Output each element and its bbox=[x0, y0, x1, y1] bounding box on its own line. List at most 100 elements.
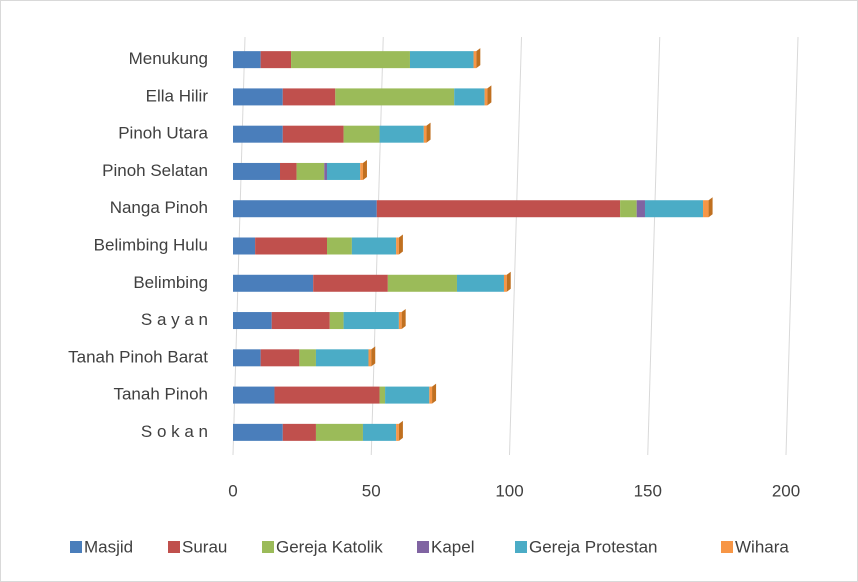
bar-segment bbox=[343, 312, 399, 330]
grid-line bbox=[509, 36, 522, 456]
bar-segment bbox=[271, 312, 330, 330]
bar-segment bbox=[385, 386, 430, 404]
bar-segment bbox=[327, 162, 361, 180]
y-tick-label: Belimbing bbox=[133, 273, 208, 292]
bar-segment bbox=[360, 162, 363, 180]
bar-segment bbox=[379, 386, 386, 404]
bar-depth bbox=[708, 197, 713, 218]
bar-segment bbox=[233, 200, 377, 218]
bar-segment bbox=[274, 386, 380, 404]
legend-swatch bbox=[417, 541, 429, 553]
bar-depth bbox=[398, 234, 403, 255]
y-tick-label: Tanah Pinoh Barat bbox=[68, 347, 208, 366]
y-tick-label: Menukung bbox=[129, 49, 208, 68]
bar-segment bbox=[233, 349, 261, 367]
bar-segment bbox=[484, 88, 488, 106]
bar-segment bbox=[280, 162, 297, 180]
bar-segment bbox=[396, 423, 399, 441]
bar-depth bbox=[506, 271, 511, 292]
legend-label: Gereja Protestan bbox=[529, 537, 658, 556]
y-tick-label: S a y a n bbox=[141, 310, 208, 329]
bar-segment bbox=[351, 237, 397, 255]
bar-segment bbox=[335, 88, 455, 106]
y-tick-label: Pinoh Utara bbox=[118, 124, 208, 143]
legend-swatch bbox=[168, 541, 180, 553]
bar-segment bbox=[473, 51, 477, 69]
bar-segment bbox=[282, 423, 316, 441]
x-tick-label: 50 bbox=[362, 481, 381, 500]
bar-segment bbox=[396, 237, 399, 255]
bar-segment bbox=[233, 51, 261, 69]
bar-depth bbox=[426, 122, 431, 143]
bar-segment bbox=[379, 125, 424, 143]
bar-segment bbox=[233, 274, 314, 292]
x-tick-label: 150 bbox=[634, 481, 662, 500]
bar-segment bbox=[327, 237, 352, 255]
bar-segment bbox=[233, 125, 283, 143]
bar-segment bbox=[503, 274, 507, 292]
bar-segment bbox=[429, 386, 433, 404]
legend-label: Surau bbox=[182, 537, 227, 556]
bar-segment bbox=[260, 51, 292, 69]
legend-swatch bbox=[262, 541, 274, 553]
bar-segment bbox=[620, 200, 637, 218]
x-tick-label: 100 bbox=[495, 481, 523, 500]
y-tick-label: Nanga Pinoh bbox=[110, 198, 208, 217]
bar-segment bbox=[703, 200, 709, 218]
bar-segment bbox=[233, 237, 256, 255]
bar-segment bbox=[409, 51, 474, 69]
grid-line bbox=[647, 36, 661, 456]
bar-segment bbox=[636, 200, 645, 218]
bar-segment bbox=[233, 312, 272, 330]
bar-segment bbox=[255, 237, 328, 255]
bar-segment bbox=[233, 423, 283, 441]
bar-segment bbox=[260, 349, 300, 367]
bar-segment bbox=[362, 423, 397, 441]
bar-segment bbox=[454, 88, 485, 106]
bar-segment bbox=[324, 162, 328, 180]
bar-segment bbox=[313, 274, 388, 292]
bar-segment bbox=[368, 349, 372, 367]
bar-depth bbox=[432, 383, 437, 404]
legend-swatch bbox=[515, 541, 527, 553]
bar-segment bbox=[376, 200, 621, 218]
bar-segment bbox=[423, 125, 427, 143]
bar-segment bbox=[456, 274, 504, 292]
bar-segment bbox=[296, 162, 325, 180]
bar-segment bbox=[282, 88, 336, 106]
y-tick-label: Belimbing Hulu bbox=[94, 235, 208, 254]
y-tick-label: S o k a n bbox=[141, 422, 208, 441]
bar-segment bbox=[282, 125, 344, 143]
bar-depth bbox=[476, 48, 481, 69]
bar-segment bbox=[315, 423, 363, 441]
bar-segment bbox=[299, 349, 316, 367]
bar-segment bbox=[315, 349, 369, 367]
y-tick-label: Tanah Pinoh bbox=[113, 385, 208, 404]
x-tick-label: 200 bbox=[772, 481, 800, 500]
y-tick-label: Pinoh Selatan bbox=[102, 161, 208, 180]
bar-segment bbox=[233, 386, 275, 404]
legend-label: Gereja Katolik bbox=[276, 537, 383, 556]
legend-swatch bbox=[721, 541, 733, 553]
x-tick-label: 0 bbox=[228, 481, 237, 500]
bar-depth bbox=[371, 346, 376, 367]
bar-segment bbox=[644, 200, 704, 218]
bar-depth bbox=[401, 309, 406, 330]
legend-swatch bbox=[70, 541, 82, 553]
legend-label: Masjid bbox=[84, 537, 133, 556]
legend-label: Kapel bbox=[431, 537, 474, 556]
y-tick-label: Ella Hilir bbox=[146, 86, 209, 105]
bar-segment bbox=[233, 88, 283, 106]
bar-depth bbox=[398, 420, 403, 441]
bar-segment bbox=[387, 274, 457, 292]
bar-depth bbox=[362, 159, 367, 180]
legend-label: Wihara bbox=[735, 537, 789, 556]
bar-segment bbox=[398, 312, 402, 330]
bar-segment bbox=[343, 125, 380, 143]
bar-segment bbox=[233, 162, 281, 180]
bar-segment bbox=[291, 51, 410, 69]
bar-depth bbox=[487, 85, 492, 106]
grid-line bbox=[785, 36, 799, 456]
bar-segment bbox=[329, 312, 344, 330]
